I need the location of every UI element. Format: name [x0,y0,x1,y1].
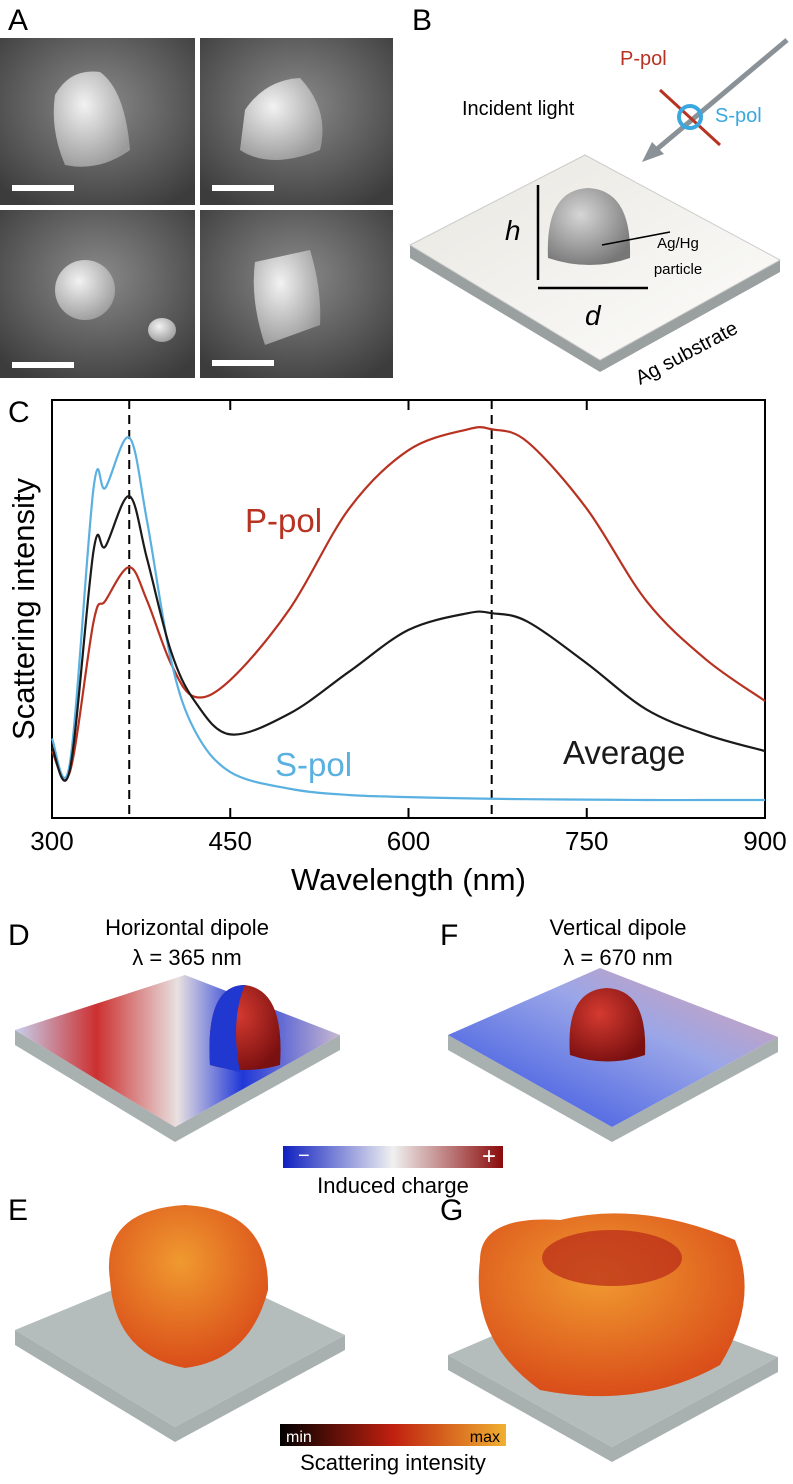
label: S-pol [715,105,762,127]
series-label: P-pol [245,502,322,539]
colorbar-label: min [286,1429,312,1446]
label: h [505,215,521,246]
y-axis-title: Scattering intensity [6,478,41,740]
panel-label: C [8,396,30,429]
colorbar-label: max [470,1429,500,1446]
schematic [408,38,789,372]
label: Vertical dipole [550,915,687,940]
x-tick-label: 300 [30,826,73,856]
data-line [51,426,766,780]
panel-label: E [8,1194,28,1227]
label: λ = 670 nm [563,945,672,970]
colorbar-title: Scattering intensity [300,1450,486,1475]
series-label: Average [563,734,685,771]
panel-label: A [8,4,28,37]
x-tick-label: 750 [565,826,608,856]
series-label: S-pol [275,746,352,783]
panel-label: B [412,4,432,37]
label: Incident light [462,98,575,120]
panel-label: G [440,1194,463,1227]
line-chart: 300 450 600 750 900 Wavelength (nm) Scattering… [6,399,787,897]
x-tick-label: 600 [387,826,430,856]
simulation-images [15,1205,778,1462]
colorbar-label: − [298,1145,310,1167]
x-tick-label: 900 [743,826,786,856]
panel-label: D [8,919,30,952]
label: Horizontal dipole [105,915,269,940]
colorbar-label: + [482,1143,496,1170]
label: λ = 365 nm [132,945,241,970]
sem-images [0,38,393,378]
simulation-images [15,968,778,1168]
colorbar-title: Induced charge [317,1173,469,1198]
label: Ag/Hg [657,235,699,252]
panel-label: F [440,919,458,952]
label: particle [654,261,702,278]
label: P-pol [620,48,667,70]
data-line [50,495,766,782]
data-line [50,436,766,802]
x-axis-title: Wavelength (nm) [291,862,526,897]
label: d [585,300,602,331]
x-tick-label: 450 [209,826,252,856]
